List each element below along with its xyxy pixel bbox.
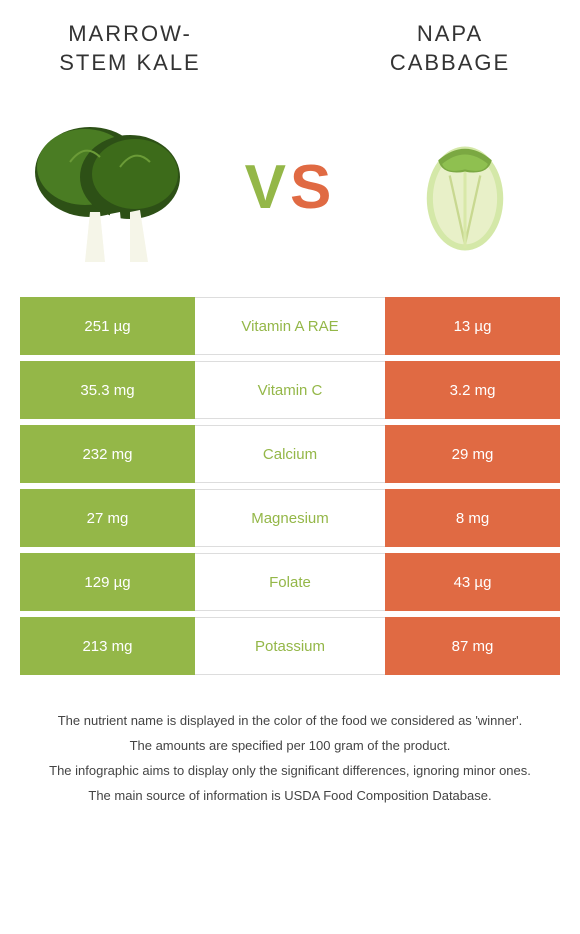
left-value: 35.3 mg xyxy=(20,361,195,419)
nutrient-table: 251 µgVitamin A RAE13 µg 35.3 mgVitamin C… xyxy=(0,297,580,675)
right-value: 87 mg xyxy=(385,617,560,675)
nutrient-row: 232 mgCalcium29 mg xyxy=(20,425,560,483)
vs-s-letter: S xyxy=(290,153,335,222)
left-value: 213 mg xyxy=(20,617,195,675)
nutrient-name: Magnesium xyxy=(195,489,385,547)
nutrient-row: 35.3 mgVitamin C3.2 mg xyxy=(20,361,560,419)
left-value: 27 mg xyxy=(20,489,195,547)
footer-line-1: The nutrient name is displayed in the co… xyxy=(20,711,560,732)
nutrient-row: 213 mgPotassium87 mg xyxy=(20,617,560,675)
vegetable-row: VS xyxy=(0,87,580,287)
nutrient-row: 251 µgVitamin A RAE13 µg xyxy=(20,297,560,355)
left-value: 251 µg xyxy=(20,297,195,355)
nutrient-row: 129 µgFolate43 µg xyxy=(20,553,560,611)
right-value: 8 mg xyxy=(385,489,560,547)
kale-image xyxy=(30,102,200,272)
nutrient-name: Potassium xyxy=(195,617,385,675)
nutrient-name: Vitamin C xyxy=(195,361,385,419)
right-value: 29 mg xyxy=(385,425,560,483)
footer-line-3: The infographic aims to display only the… xyxy=(20,761,560,782)
napa-cabbage-image xyxy=(380,102,550,272)
right-value: 43 µg xyxy=(385,553,560,611)
left-value: 232 mg xyxy=(20,425,195,483)
nutrient-name: Vitamin A RAE xyxy=(195,297,385,355)
vs-v-letter: V xyxy=(245,153,290,222)
footer-notes: The nutrient name is displayed in the co… xyxy=(0,681,580,806)
title-left: Marrow-stem Kale xyxy=(40,20,220,77)
right-value: 3.2 mg xyxy=(385,361,560,419)
header: Marrow-stem Kale Napacabbage xyxy=(0,0,580,87)
nutrient-name: Folate xyxy=(195,553,385,611)
footer-line-2: The amounts are specified per 100 gram o… xyxy=(20,736,560,757)
footer-line-4: The main source of information is USDA F… xyxy=(20,786,560,807)
vs-label: VS xyxy=(245,152,336,223)
right-value: 13 µg xyxy=(385,297,560,355)
title-right: Napacabbage xyxy=(360,20,540,77)
left-value: 129 µg xyxy=(20,553,195,611)
nutrient-name: Calcium xyxy=(195,425,385,483)
nutrient-row: 27 mgMagnesium8 mg xyxy=(20,489,560,547)
